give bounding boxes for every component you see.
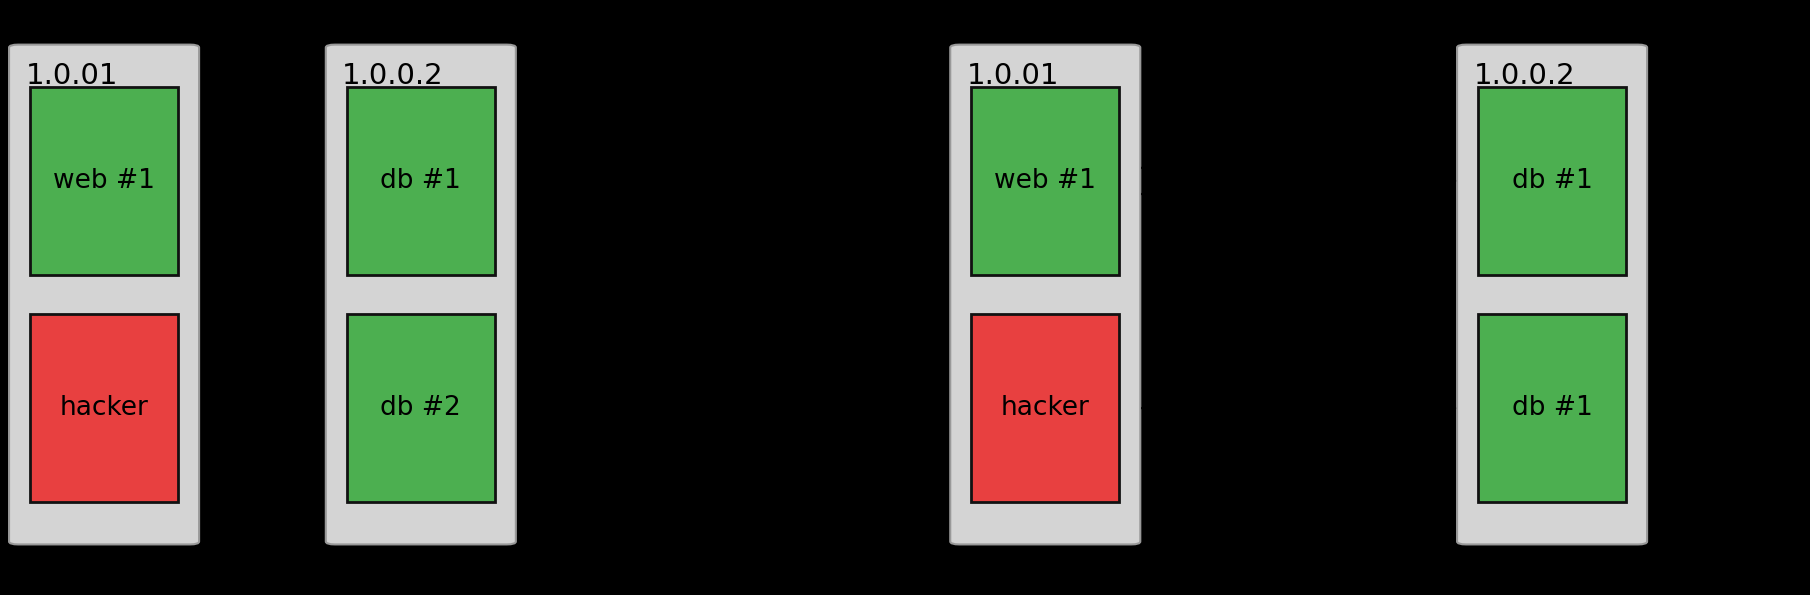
Text: 1.0.0.2: 1.0.0.2 [342,62,443,90]
FancyBboxPatch shape [1457,45,1647,544]
Text: web #1: web #1 [52,168,156,194]
FancyBboxPatch shape [9,45,199,544]
Bar [972,87,1119,275]
Bar [348,314,494,502]
Bar [31,87,177,275]
Bar [1479,314,1625,502]
Bar [1479,87,1625,275]
Text: 1.0.01: 1.0.01 [25,62,118,90]
Text: db #1: db #1 [380,168,462,194]
Text: hacker: hacker [1001,395,1090,421]
Bar [31,314,177,502]
Bar [972,314,1119,502]
Bar [348,87,494,275]
Text: db #1: db #1 [1511,168,1593,194]
Text: hacker: hacker [60,395,148,421]
FancyBboxPatch shape [950,45,1140,544]
Text: 1.0.0.2: 1.0.0.2 [1473,62,1575,90]
Text: 1.0.01: 1.0.01 [967,62,1059,90]
Text: db #2: db #2 [380,395,462,421]
FancyBboxPatch shape [326,45,516,544]
Text: web #1: web #1 [994,168,1097,194]
Text: db #1: db #1 [1511,395,1593,421]
